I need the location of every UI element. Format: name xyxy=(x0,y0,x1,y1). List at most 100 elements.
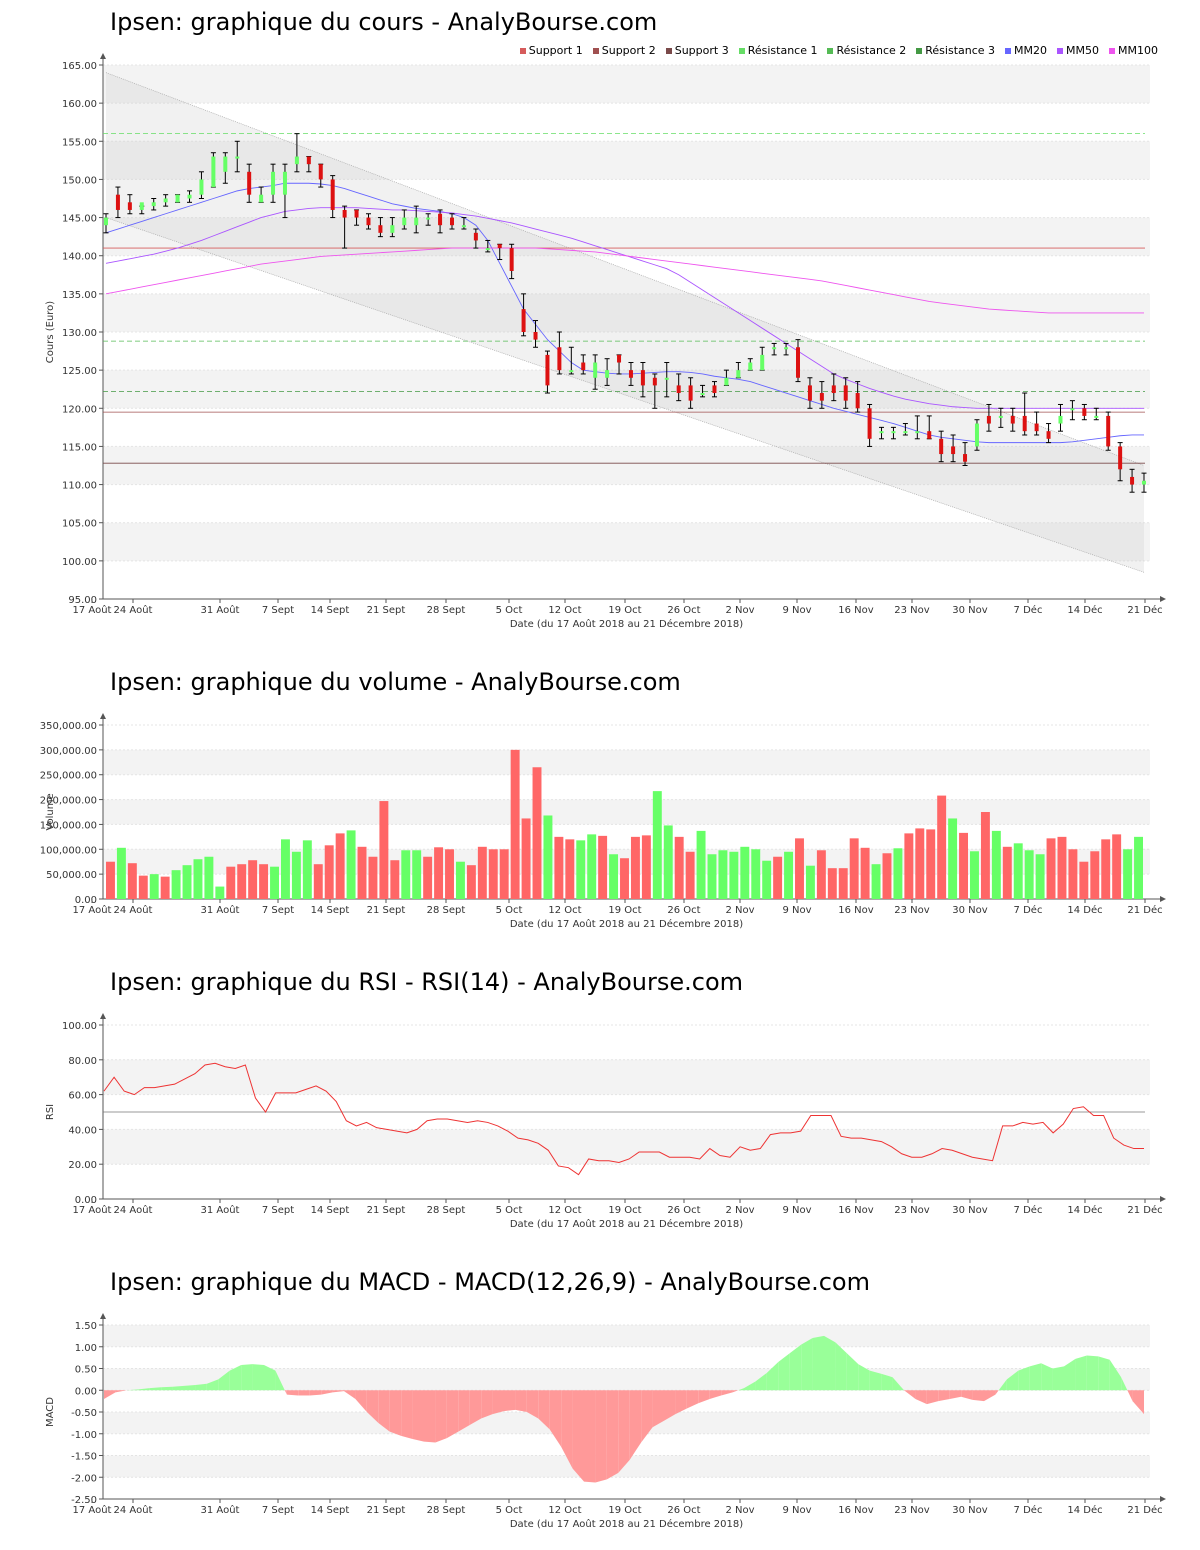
grid-band xyxy=(103,446,1150,485)
candle-body xyxy=(306,156,311,165)
macd-area xyxy=(138,1388,150,1391)
macd-area xyxy=(869,1370,882,1391)
macd-area xyxy=(709,1390,722,1399)
candle-body xyxy=(855,393,860,409)
x-tick-label: 14 Sept xyxy=(311,1205,350,1216)
candle-body xyxy=(915,431,920,434)
volume-bar xyxy=(477,846,487,899)
grid-band xyxy=(103,1129,1150,1165)
x-tick-label: 7 Sept xyxy=(262,905,294,916)
x-tick-label: 14 Déc xyxy=(1067,1204,1102,1216)
y-axis-label: MACD xyxy=(45,1397,56,1427)
x-tick-label: 14 Déc xyxy=(1067,604,1102,616)
candle-body xyxy=(951,446,956,455)
volume-bar xyxy=(149,874,159,899)
macd-area xyxy=(161,1386,173,1391)
x-tick-label: 12 Oct xyxy=(548,1505,581,1516)
y-tick-label: 135.00 xyxy=(62,290,97,301)
macd-area xyxy=(229,1365,242,1391)
macd-area xyxy=(972,1390,984,1402)
candle-body xyxy=(676,385,681,394)
volume-bar xyxy=(434,847,444,899)
x-axis-arrow xyxy=(1160,896,1166,902)
candle-body xyxy=(927,431,932,439)
x-tick-label: 26 Oct xyxy=(667,1505,700,1516)
candle-body xyxy=(557,347,562,371)
x-tick-label: 17 Août xyxy=(73,904,112,916)
macd-area xyxy=(218,1370,230,1391)
x-tick-label: 28 Sept xyxy=(427,1505,466,1516)
volume-bar xyxy=(587,834,597,899)
x-tick-label: 9 Nov xyxy=(782,605,811,616)
x-tick-label: 19 Oct xyxy=(608,1505,641,1516)
y-tick-label: 105.00 xyxy=(62,519,97,530)
macd-area xyxy=(824,1335,836,1391)
y-tick-label: 150,000.00 xyxy=(40,820,97,831)
y-tick-label: 0.00 xyxy=(75,1386,97,1397)
candle-body xyxy=(1118,446,1123,470)
candle-body xyxy=(366,217,371,226)
volume-bar xyxy=(915,828,925,899)
x-axis-label: Date (du 17 Août 2018 au 21 Décembre 201… xyxy=(510,618,743,630)
macd-area xyxy=(172,1385,184,1391)
x-axis-arrow xyxy=(1160,1496,1166,1502)
macd-area xyxy=(738,1388,744,1391)
x-tick-label: 17 Août xyxy=(73,1204,112,1216)
volume-bar xyxy=(127,863,137,899)
volume-bar xyxy=(696,830,706,899)
legend-item: Résistance 1 xyxy=(738,44,817,57)
macd-area xyxy=(949,1390,962,1399)
candle-body xyxy=(402,217,407,226)
x-tick-label: 19 Oct xyxy=(608,605,641,616)
volume-bar xyxy=(827,868,837,899)
candle-body xyxy=(330,179,335,210)
macd-area xyxy=(378,1390,390,1432)
x-tick-label: 16 Nov xyxy=(838,1505,874,1516)
x-tick-label: 31 Août xyxy=(201,604,240,616)
candle-body xyxy=(939,438,944,455)
y-tick-label: 50,000.00 xyxy=(46,870,97,881)
macd-area xyxy=(115,1390,127,1393)
x-tick-label: 12 Oct xyxy=(548,905,581,916)
macd-area xyxy=(195,1383,207,1391)
volume-bar xyxy=(499,849,509,899)
macd-area xyxy=(286,1390,299,1396)
y-tick-label: 130.00 xyxy=(62,328,97,339)
candle-body xyxy=(390,225,395,233)
y-tick-label: 95.00 xyxy=(68,595,97,606)
macd-area xyxy=(206,1379,219,1391)
candle-body xyxy=(127,202,132,210)
grid-band xyxy=(103,749,1150,775)
candle-body xyxy=(199,179,204,195)
candle-body xyxy=(414,217,419,226)
macd-area xyxy=(755,1372,767,1391)
y-tick-label: 40.00 xyxy=(68,1125,97,1136)
macd-area xyxy=(606,1390,619,1480)
volume-bar xyxy=(795,838,804,899)
x-tick-label: 24 Août xyxy=(114,1504,153,1516)
macd-area xyxy=(961,1390,973,1400)
legend-swatch xyxy=(665,47,672,54)
legend-item: Support 2 xyxy=(592,44,656,57)
macd-area xyxy=(1029,1363,1042,1391)
macd-area xyxy=(1041,1363,1053,1391)
macd-area xyxy=(1132,1390,1144,1415)
macd-area xyxy=(721,1390,733,1396)
candle-body xyxy=(211,156,216,188)
y-tick-label: 165.00 xyxy=(62,61,97,72)
macd-area xyxy=(1064,1358,1076,1391)
x-tick-label: 28 Sept xyxy=(427,1205,466,1216)
grid-band xyxy=(103,522,1150,561)
grid-band xyxy=(103,217,1150,256)
x-tick-label: 12 Oct xyxy=(548,605,581,616)
candle-body xyxy=(998,415,1003,418)
macd-area xyxy=(492,1390,504,1415)
macd-area xyxy=(1121,1377,1128,1391)
grid-band xyxy=(103,1325,1150,1347)
legend-label: Support 2 xyxy=(601,44,656,57)
x-tick-label: 16 Nov xyxy=(838,905,874,916)
macd-area xyxy=(104,1390,116,1399)
macd-area xyxy=(284,1390,287,1395)
volume-bar xyxy=(816,850,826,899)
x-tick-label: 5 Oct xyxy=(496,1205,523,1216)
